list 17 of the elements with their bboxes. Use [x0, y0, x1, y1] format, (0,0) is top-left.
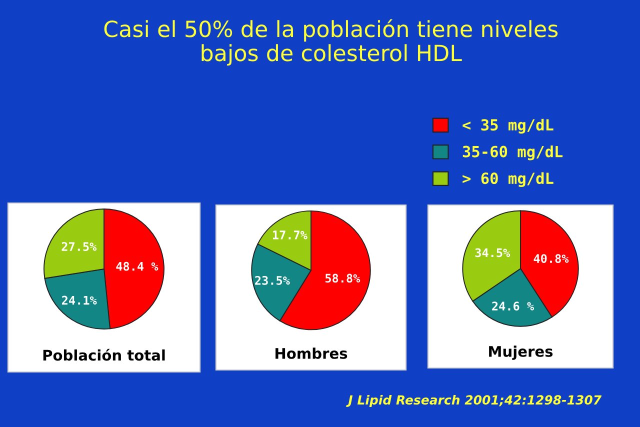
data-label: 58.8% [325, 274, 360, 283]
data-label: 34.5% [475, 248, 510, 258]
data-label: 17.7% [273, 230, 308, 240]
data-label: 40.8% [534, 254, 569, 263]
text: Población total [43, 348, 165, 361]
chart-title: Casi el 50% de la población tiene niveles bajos de colesterol HDL [104, 19, 558, 66]
legend-label: < 35 mg/dL [462, 118, 554, 134]
text: J Lipid Research 2001;42:1298-1307 [346, 394, 602, 408]
text: Hombres [276, 348, 348, 359]
text: Mujeres [489, 346, 553, 360]
data-label: 23.5% [255, 276, 290, 285]
legend-label: > 60 mg/dL [462, 172, 554, 188]
data-label: 24.1% [62, 296, 97, 305]
data-label: 27.5% [62, 242, 97, 251]
data-label: 24.6 % [492, 302, 534, 311]
data-label: 48.4 % [116, 262, 158, 271]
legend-label: 35-60 mg/dL [462, 146, 563, 160]
